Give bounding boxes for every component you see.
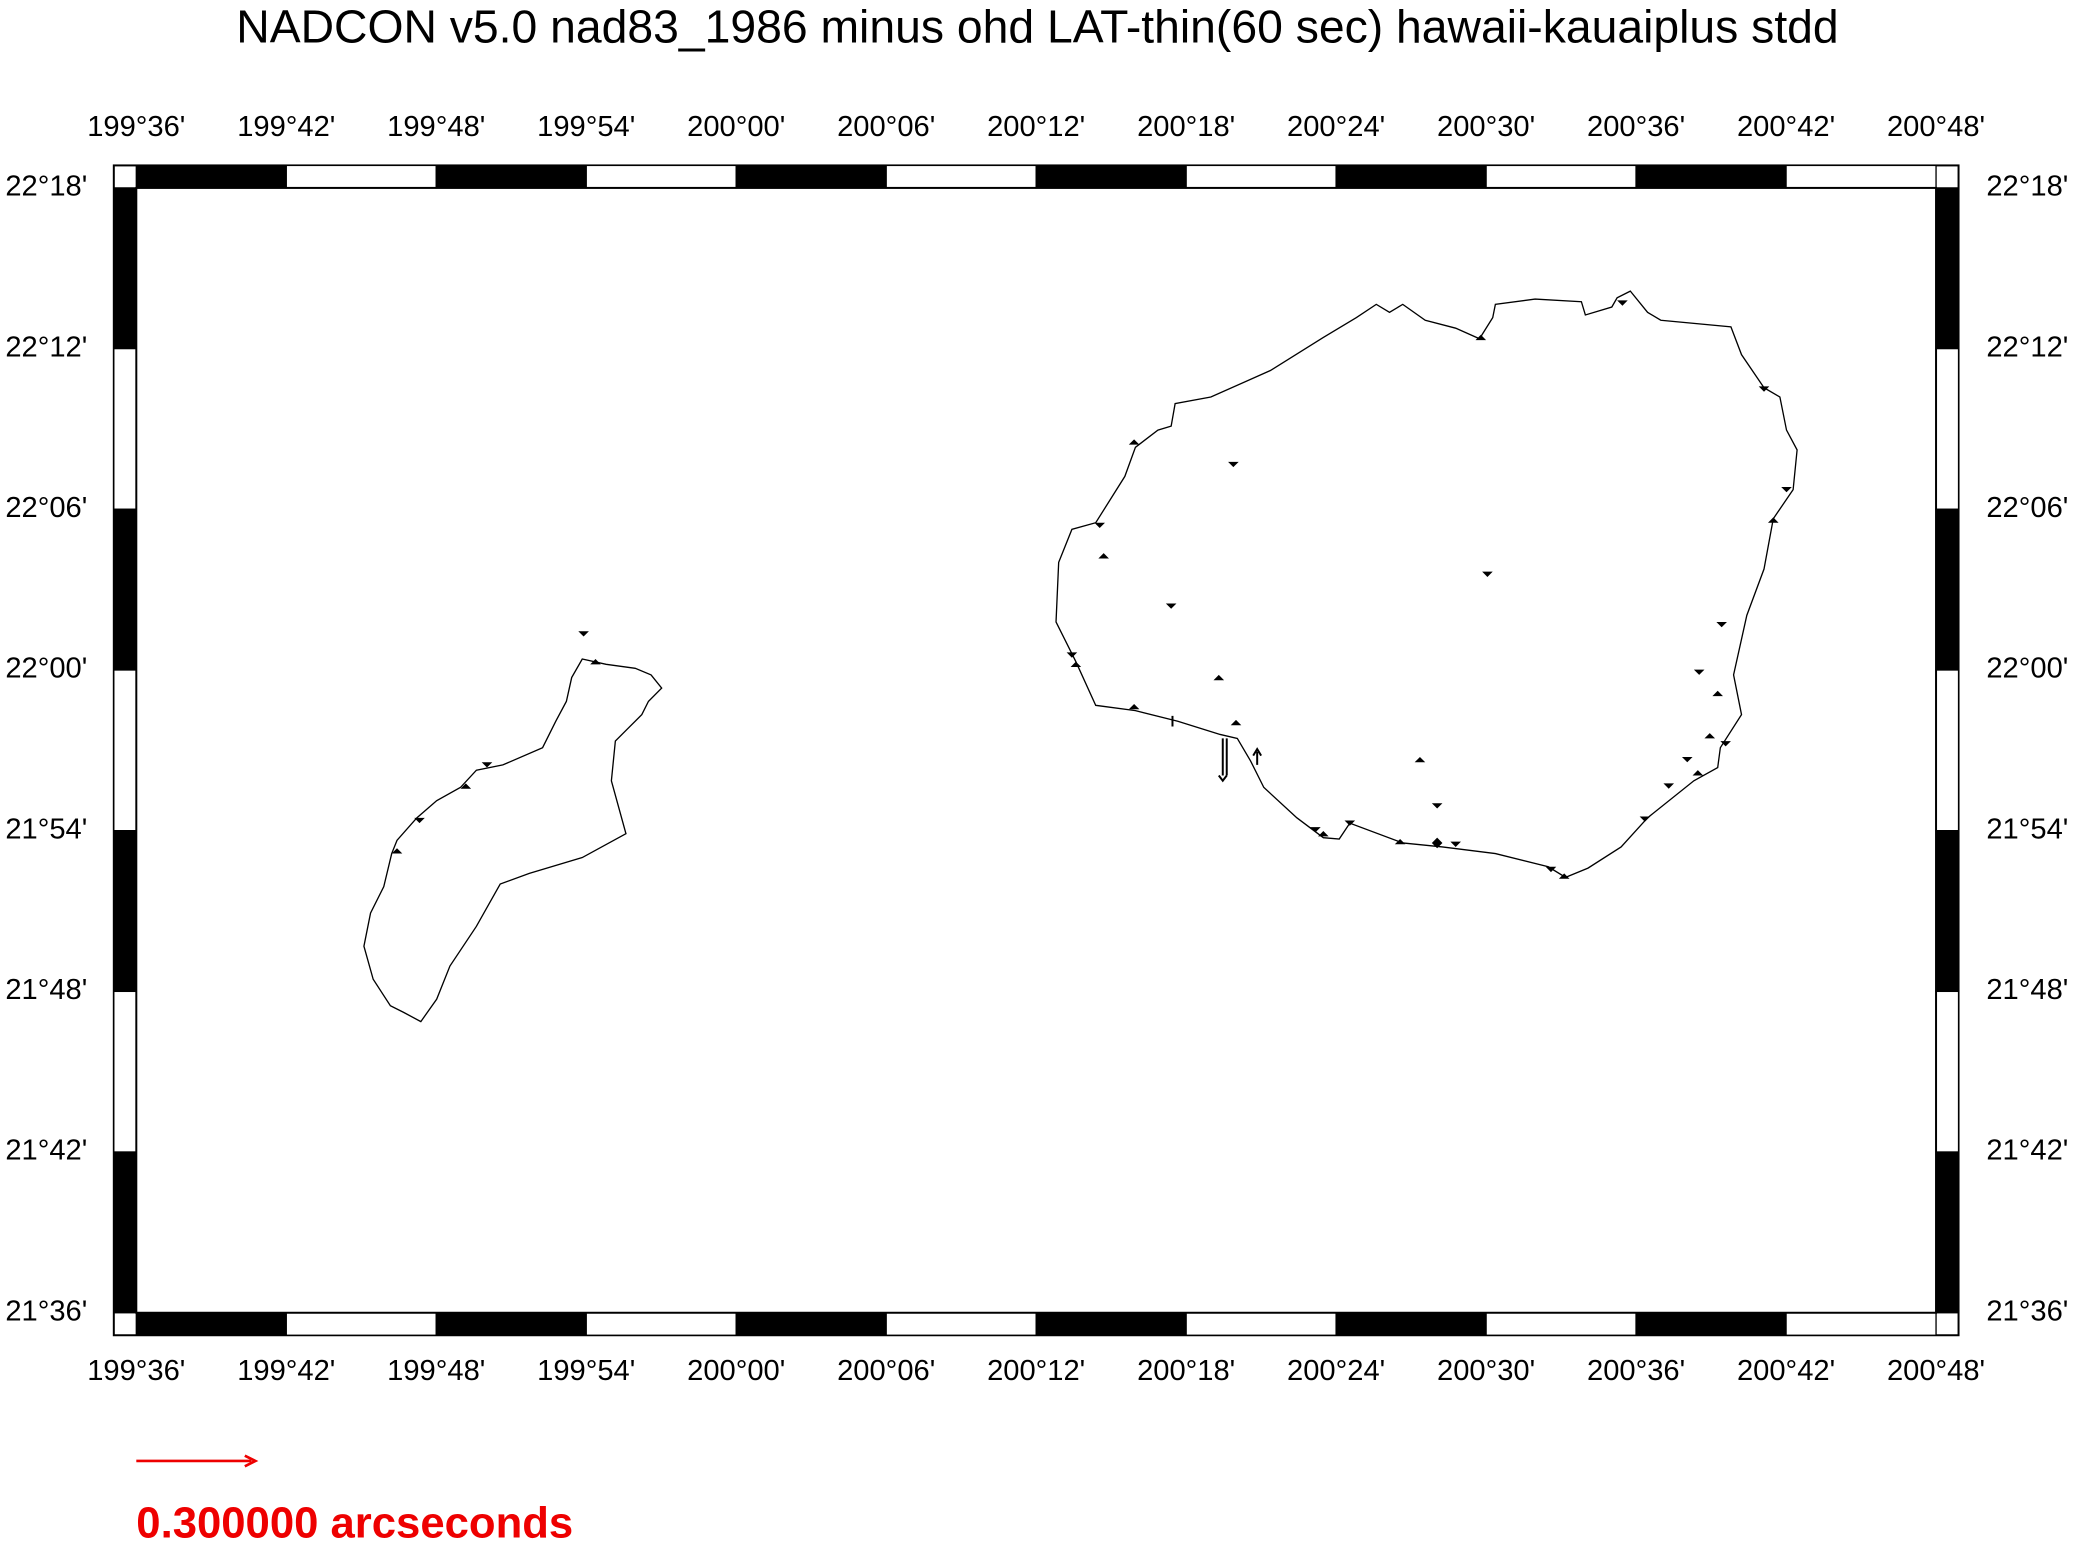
- frame-segment: [1635, 164, 1787, 189]
- x-tick-label: 199°48': [387, 111, 485, 143]
- frame-segment: [285, 1312, 437, 1336]
- frame-segment: [1935, 347, 1960, 510]
- x-tick-label: 200°30': [1437, 1355, 1535, 1387]
- frame-segment: [135, 164, 287, 189]
- y-tick-label: 22°06': [5, 492, 87, 524]
- frame-segment: [1035, 164, 1187, 189]
- x-tick-label: 200°42': [1737, 1355, 1835, 1387]
- x-tick-label: 200°12': [987, 111, 1085, 143]
- frame-segment: [135, 1312, 287, 1336]
- frame-segment: [1485, 1312, 1637, 1336]
- y-tick-label: 21°48': [1986, 974, 2068, 1006]
- x-tick-label: 200°18': [1137, 1355, 1235, 1387]
- y-tick-label: 22°18': [5, 171, 87, 203]
- x-tick-label: 200°42': [1737, 111, 1835, 143]
- frame-segment: [885, 164, 1037, 189]
- frame-segment: [113, 187, 137, 350]
- vector-arrow: [1171, 715, 1262, 783]
- frame-segment: [885, 1312, 1037, 1336]
- frame-segment: [435, 164, 587, 189]
- y-tick-label: 22°00': [5, 653, 87, 685]
- x-tick-label: 200°18': [1137, 111, 1235, 143]
- y-tick-label: 22°12': [1986, 331, 2068, 363]
- x-tick-label: 200°30': [1437, 111, 1535, 143]
- frame-segment: [285, 164, 437, 189]
- vector-symbols: [391, 300, 1792, 879]
- frame-segment: [1185, 164, 1337, 189]
- y-tick-label: 22°18': [1986, 171, 2068, 203]
- x-tick-label: 200°00': [687, 111, 785, 143]
- map-title: NADCON v5.0 nad83_1986 minus ohd LAT-thi…: [236, 1, 1838, 53]
- y-tick-label: 21°48': [5, 974, 87, 1006]
- frame-segment: [1785, 164, 1937, 189]
- x-tick-label: 200°12': [987, 1355, 1085, 1387]
- y-tick-label: 22°06': [1986, 492, 2068, 524]
- frame-segment: [735, 164, 887, 189]
- x-tick-label: 200°48': [1887, 1355, 1985, 1387]
- y-tick-label: 21°54': [1986, 813, 2068, 845]
- x-tick-label: 199°36': [87, 1355, 185, 1387]
- y-tick-label: 21°54': [5, 813, 87, 845]
- frame-segment: [1935, 830, 1960, 993]
- x-tick-label: 200°24': [1287, 1355, 1385, 1387]
- frame-segment: [1935, 990, 1960, 1153]
- x-tick-label: 199°36': [87, 111, 185, 143]
- frame-segment: [1635, 1312, 1787, 1336]
- y-tick-label: 21°36': [5, 1295, 87, 1327]
- x-tick-label: 200°48': [1887, 111, 1985, 143]
- x-tick-label: 200°36': [1587, 1355, 1685, 1387]
- y-tick-label: 21°42': [5, 1135, 87, 1167]
- x-tick-label: 200°00': [687, 1355, 785, 1387]
- x-tick-label: 199°48': [387, 1355, 485, 1387]
- x-tick-label: 199°42': [237, 111, 335, 143]
- frame-segment: [113, 1151, 137, 1314]
- frame-segment: [113, 830, 137, 993]
- frame-segment: [113, 990, 137, 1153]
- y-tick-label: 22°00': [1986, 653, 2068, 685]
- frame-segment: [1935, 508, 1960, 671]
- map-frame: [112, 164, 1960, 1337]
- frame-segment: [435, 1312, 587, 1336]
- frame-segment: [1035, 1312, 1187, 1336]
- x-tick-label: 200°06': [837, 111, 935, 143]
- x-tick-label: 200°06': [837, 1355, 935, 1387]
- frame-segment: [1335, 164, 1487, 189]
- frame-segment: [585, 164, 737, 189]
- frame-segment: [585, 1312, 737, 1336]
- x-tick-label: 199°54': [537, 1355, 635, 1387]
- frame-segment: [1935, 669, 1960, 832]
- x-tick-label: 199°54': [537, 111, 635, 143]
- scale-label: 0.300000 arcseconds: [136, 1498, 573, 1545]
- frame-segment: [1485, 164, 1637, 189]
- frame-segment: [113, 669, 137, 832]
- frame-segment: [1935, 187, 1960, 350]
- coastline-niihau: [363, 658, 663, 1023]
- coastline-kauai: [1055, 290, 1798, 879]
- frame-segment: [1185, 1312, 1337, 1336]
- frame-segment: [735, 1312, 887, 1336]
- x-tick-label: 199°42': [237, 1355, 335, 1387]
- scale-arrow-head: [244, 1454, 259, 1468]
- y-tick-label: 21°36': [1986, 1295, 2068, 1327]
- x-tick-label: 200°24': [1287, 111, 1385, 143]
- frame-segment: [1335, 1312, 1487, 1336]
- frame-segment: [113, 508, 137, 671]
- x-tick-label: 200°36': [1587, 111, 1685, 143]
- frame-outer: [112, 164, 1960, 1337]
- frame-segment: [1935, 1151, 1960, 1314]
- frame-segment: [1785, 1312, 1937, 1336]
- y-tick-label: 22°12': [5, 331, 87, 363]
- y-tick-label: 21°42': [1986, 1135, 2068, 1167]
- frame-segment: [113, 347, 137, 510]
- map-border: [135, 186, 1938, 1314]
